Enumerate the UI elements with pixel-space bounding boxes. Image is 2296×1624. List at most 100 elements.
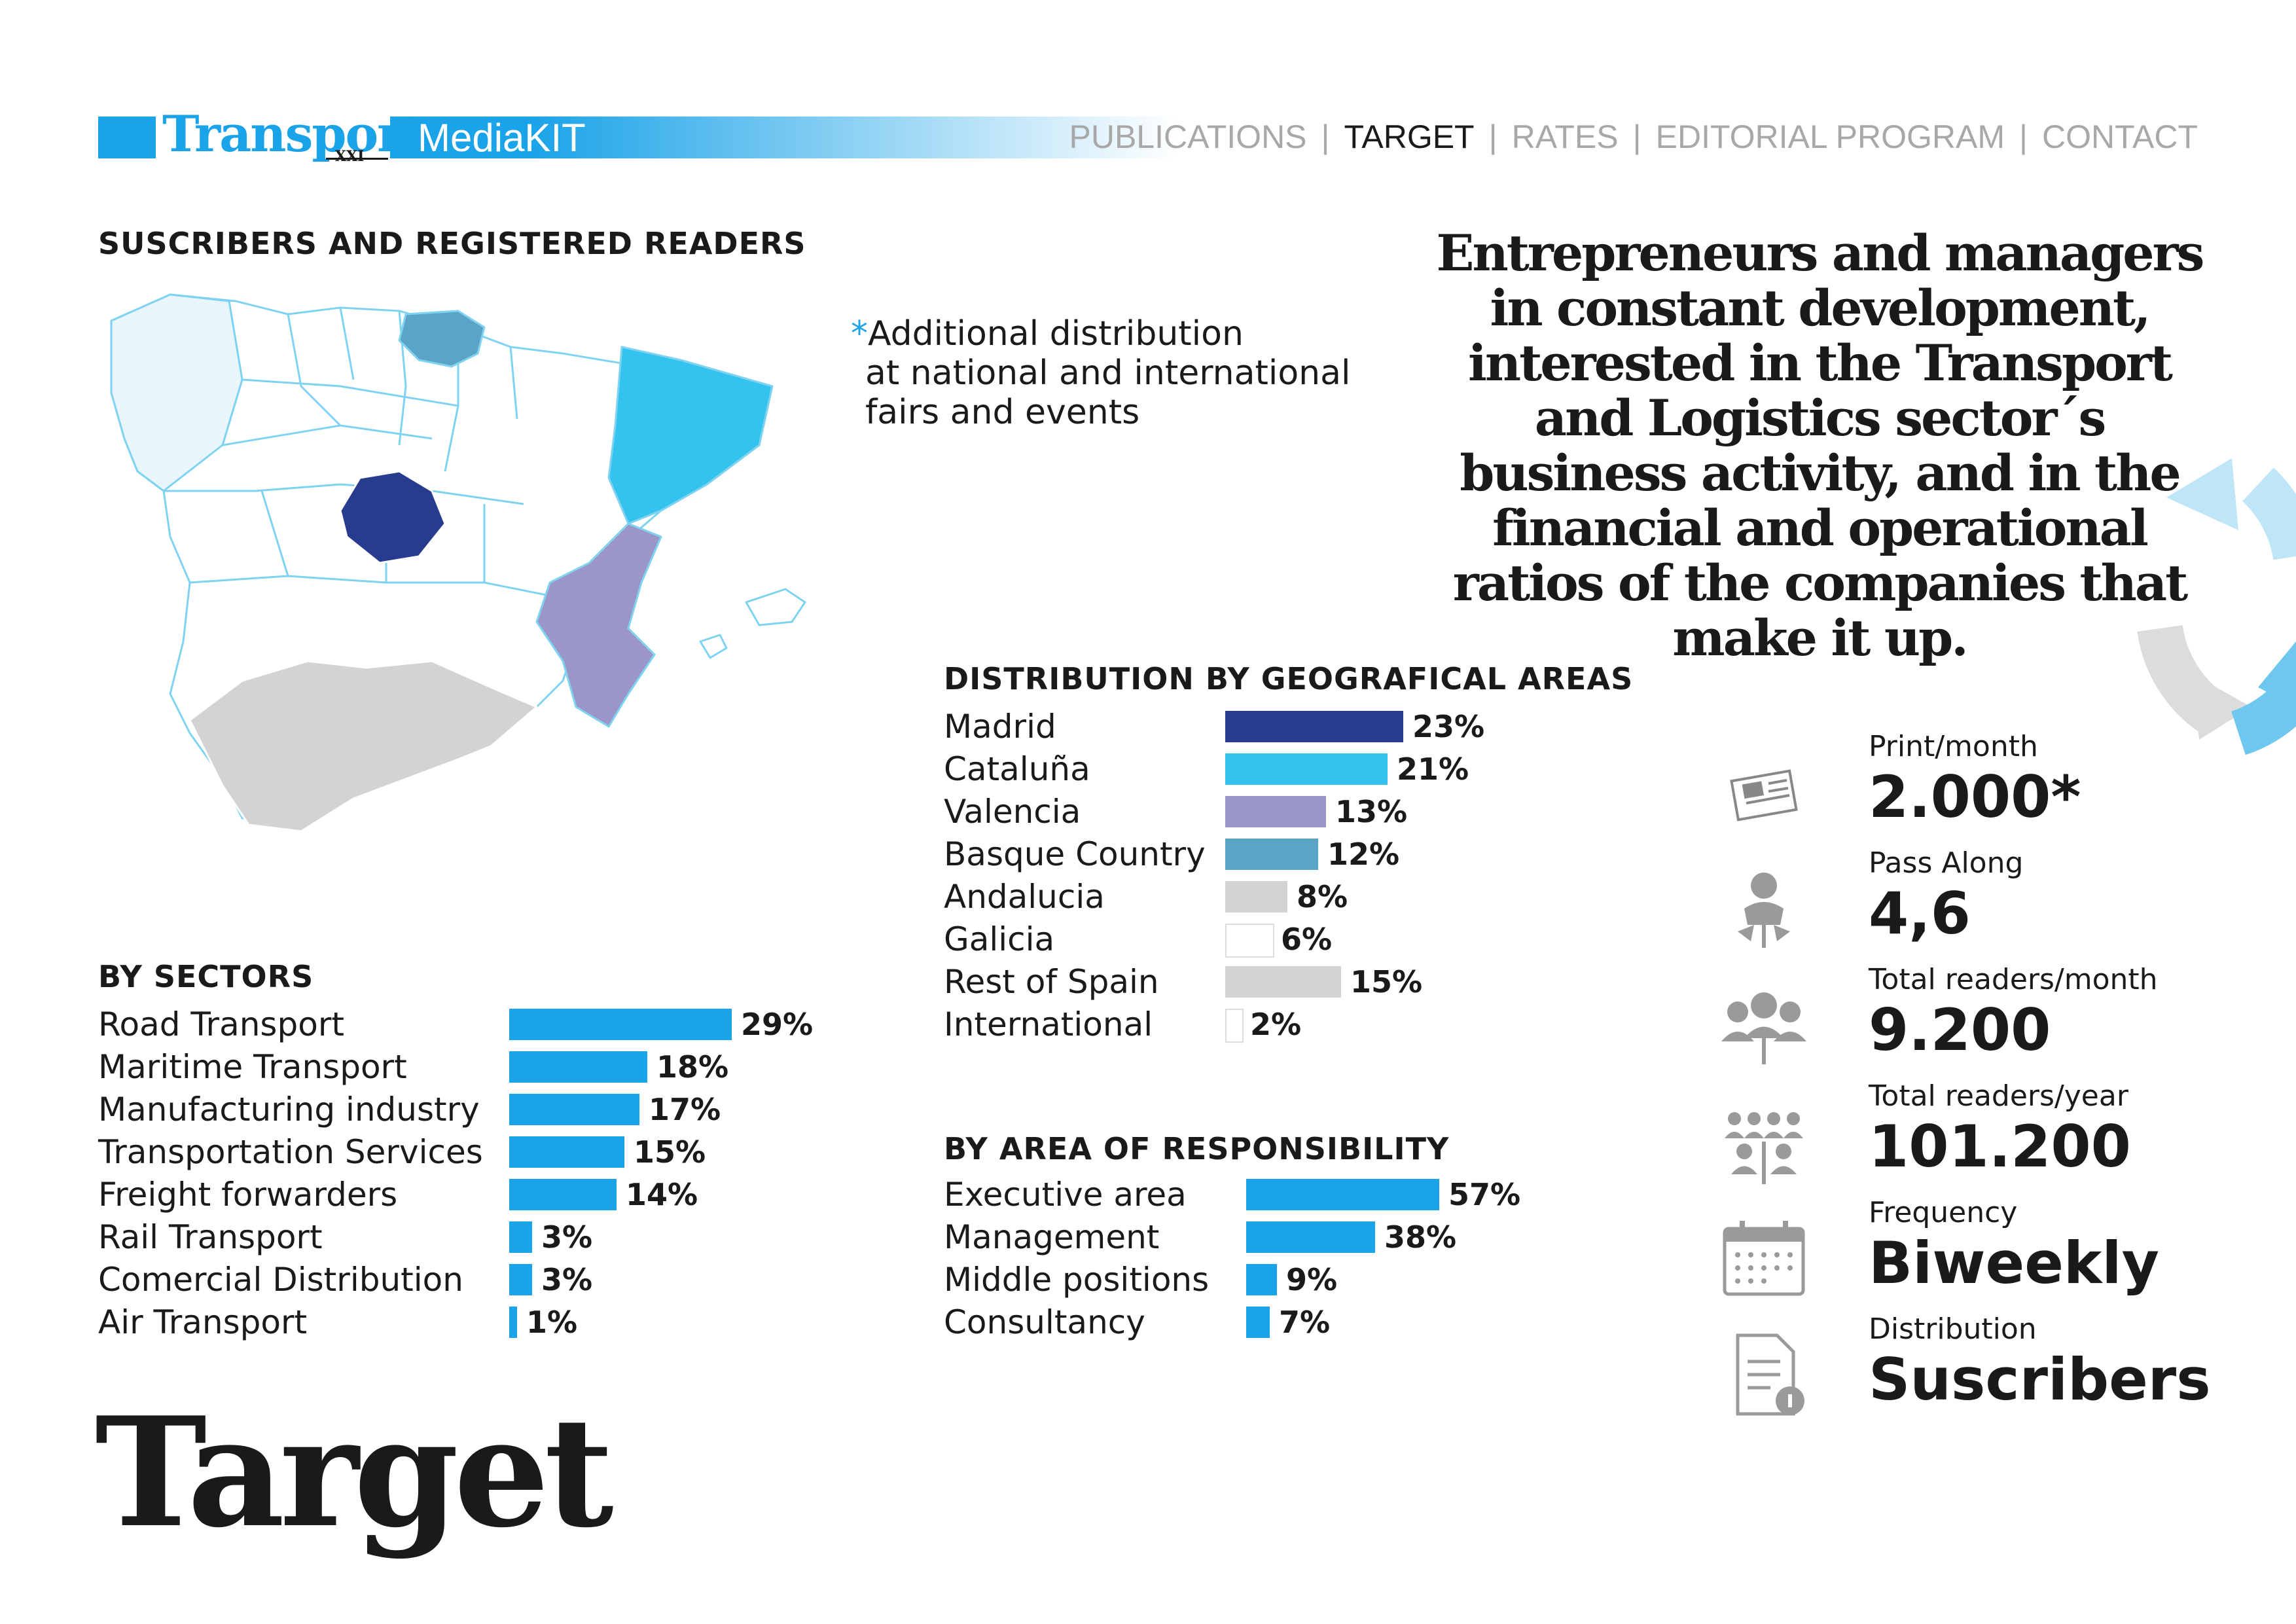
responsibility-value-label: 38% xyxy=(1384,1219,1457,1255)
document-icon xyxy=(1736,1333,1804,1416)
distribution-note: *Additional distribution at national and… xyxy=(851,314,1350,432)
geo-label: Valencia xyxy=(944,793,1081,831)
geo-label: Andalucia xyxy=(944,878,1105,916)
sector-bar xyxy=(509,1136,624,1168)
geo-value-label: 13% xyxy=(1335,794,1408,829)
sector-value-label: 14% xyxy=(626,1177,698,1212)
group-icon xyxy=(1721,992,1806,1064)
logo[interactable]: Transporte xyxy=(162,105,456,163)
geo-label: Galicia xyxy=(944,920,1055,958)
responsibility-label: Executive area xyxy=(944,1176,1187,1214)
geo-value-label: 8% xyxy=(1297,879,1348,914)
sector-value-label: 3% xyxy=(541,1262,593,1297)
geo-bar xyxy=(1225,881,1287,912)
crowd-icon xyxy=(1725,1112,1803,1184)
page-title: Target xyxy=(95,1384,614,1561)
sector-value-label: 1% xyxy=(526,1305,578,1340)
stat-value: 9.200 xyxy=(1869,996,2051,1064)
cycle-arrows-icon xyxy=(2137,458,2296,755)
geo-label: International xyxy=(944,1005,1153,1043)
geo-bar xyxy=(1225,966,1341,998)
sector-bar xyxy=(509,1179,617,1210)
sector-bar xyxy=(509,1051,647,1083)
calendar-icon xyxy=(1723,1221,1805,1296)
sector-label: Road Transport xyxy=(98,1005,344,1043)
sector-label: Rail Transport xyxy=(98,1218,323,1256)
geo-value-label: 15% xyxy=(1350,964,1423,1000)
responsibility-label: Middle positions xyxy=(944,1261,1210,1299)
sector-label: Maritime Transport xyxy=(98,1048,407,1086)
map-andalucia xyxy=(188,660,538,833)
sector-bar xyxy=(509,1009,732,1040)
stat-value: 2.000* xyxy=(1869,763,2081,831)
map-cataluna xyxy=(607,346,774,525)
map-section-title: SUSCRIBERS AND REGISTERED READERS xyxy=(98,226,806,261)
responsibility-value-label: 7% xyxy=(1279,1305,1331,1340)
stat-value: 4,6 xyxy=(1869,880,1971,947)
sector-bar xyxy=(509,1221,532,1253)
geo-value-label: 2% xyxy=(1250,1007,1302,1042)
nav-item-publications[interactable]: PUBLICATIONS xyxy=(1069,118,1307,155)
responsibility-label: Management xyxy=(944,1218,1160,1256)
geo-bar xyxy=(1225,711,1403,742)
nav-separator: | xyxy=(2019,118,2028,155)
sector-label: Air Transport xyxy=(98,1303,308,1341)
geo-title: DISTRIBUTION BY GEOGRAFICAL AREAS xyxy=(944,661,1634,696)
geo-bar xyxy=(1225,924,1274,958)
responsibility-bar xyxy=(1246,1179,1439,1210)
responsibility-value-label: 57% xyxy=(1448,1177,1521,1212)
geo-value-label: 6% xyxy=(1281,922,1333,957)
geo-value-label: 23% xyxy=(1412,709,1485,744)
newspaper-icon xyxy=(1730,769,1798,821)
responsibility-bar xyxy=(1246,1307,1270,1338)
sector-value-label: 3% xyxy=(541,1219,593,1255)
note-line-1: Additional distribution xyxy=(868,314,1244,353)
map-balearic xyxy=(699,588,806,659)
geo-label: Cataluña xyxy=(944,750,1090,788)
geo-bar xyxy=(1225,753,1388,785)
sector-bar xyxy=(509,1094,639,1125)
logo-rule xyxy=(326,158,388,160)
nav-item-contact[interactable]: CONTACT xyxy=(2042,118,2198,155)
note-line-2: at national and international xyxy=(865,353,1351,393)
sector-bar xyxy=(509,1307,517,1338)
responsibility-value-label: 9% xyxy=(1286,1262,1338,1297)
sector-value-label: 29% xyxy=(741,1007,814,1042)
stat-label: Frequency xyxy=(1869,1196,2018,1229)
sector-label: Comercial Distribution xyxy=(98,1261,463,1299)
sector-label: Transportation Services xyxy=(98,1133,483,1171)
map-galicia xyxy=(110,293,243,492)
stat-label: Pass Along xyxy=(1869,846,2024,880)
geo-label: Basque Country xyxy=(944,835,1206,873)
stat-label: Total readers/month xyxy=(1869,963,2158,996)
note-line-3: fairs and events xyxy=(865,393,1140,432)
geo-bar xyxy=(1225,796,1326,827)
geo-bar xyxy=(1225,1009,1244,1043)
geo-bar xyxy=(1225,839,1318,870)
headline: Entrepreneurs and managers in constant d… xyxy=(1436,224,2205,667)
geo-value-label: 12% xyxy=(1327,837,1400,872)
nav-item-editorial-program[interactable]: EDITORIAL PROGRAM xyxy=(1655,118,2005,155)
geo-value-label: 21% xyxy=(1397,751,1469,787)
sector-value-label: 18% xyxy=(656,1049,729,1085)
geo-label: Madrid xyxy=(944,708,1056,746)
nav-separator: | xyxy=(1632,118,1641,155)
sector-value-label: 15% xyxy=(634,1134,706,1170)
stat-value: Biweekly xyxy=(1869,1229,2159,1297)
nav-item-target[interactable]: TARGET xyxy=(1344,118,1475,155)
stat-label: Distribution xyxy=(1869,1312,2037,1346)
top-nav: PUBLICATIONS | TARGET | RATES | EDITORIAL PROG… xyxy=(1069,114,2198,160)
stat-label: Print/month xyxy=(1869,730,2038,763)
responsibility-title: BY AREA OF RESPONSIBILITY xyxy=(944,1131,1450,1166)
nav-separator: | xyxy=(1488,118,1498,155)
nav-item-rates[interactable]: RATES xyxy=(1511,118,1619,155)
responsibility-label: Consultancy xyxy=(944,1303,1145,1341)
geo-label: Rest of Spain xyxy=(944,963,1159,1001)
stat-label: Total readers/year xyxy=(1869,1079,2128,1113)
map-basque xyxy=(398,310,486,368)
logo-subtitle: XXI xyxy=(335,148,365,165)
sector-value-label: 17% xyxy=(649,1092,721,1127)
responsibility-bar xyxy=(1246,1221,1375,1253)
nav-separator: | xyxy=(1321,118,1330,155)
note-asterisk: * xyxy=(851,314,868,353)
